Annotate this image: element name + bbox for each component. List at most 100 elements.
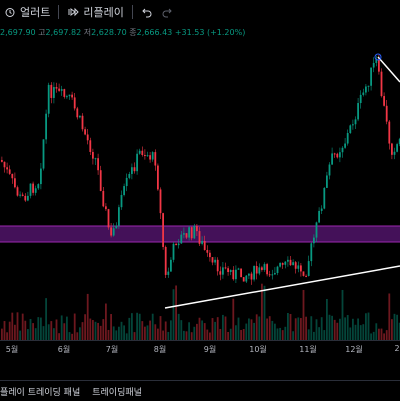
candle-body — [21, 194, 24, 196]
replay-label: 리플레이 — [83, 6, 124, 19]
candle-body — [248, 273, 250, 276]
candle-body — [68, 94, 71, 97]
volume-bar — [188, 322, 190, 340]
candle-body — [266, 264, 268, 275]
volume-bar — [216, 317, 219, 340]
volume-bar — [261, 283, 263, 340]
volume-bar — [393, 313, 396, 340]
candle-body — [201, 240, 203, 244]
toolbar-divider — [131, 5, 133, 19]
candle-body — [193, 225, 196, 239]
volume-bar — [175, 285, 177, 340]
low-label: 저 — [83, 28, 92, 37]
volume-bar — [24, 320, 27, 340]
volume-bar — [157, 328, 159, 340]
volume-bar — [370, 333, 372, 340]
candle-body — [118, 207, 120, 226]
volume-bar — [8, 321, 11, 340]
trend-line-anchor[interactable] — [374, 53, 382, 61]
month-label: 11월 — [299, 345, 317, 354]
volume-bar — [320, 317, 323, 340]
candle-body — [125, 177, 128, 187]
volume-bar — [99, 325, 102, 340]
volume-bar — [224, 316, 227, 340]
candle-body — [164, 246, 167, 275]
trend-line-upper[interactable] — [377, 56, 400, 83]
candle-body — [133, 167, 136, 172]
candle-body — [138, 150, 141, 154]
candle-body — [198, 231, 201, 244]
candle-body — [396, 144, 398, 152]
candle-body — [37, 184, 40, 189]
trend-line-lower[interactable] — [164, 265, 400, 309]
volume-bar — [354, 324, 357, 340]
volume-bar — [211, 318, 214, 340]
volume-bar — [94, 321, 97, 340]
volume-bar — [359, 325, 362, 340]
candle-body — [294, 262, 297, 269]
month-label: 2 — [394, 344, 400, 353]
volume-bar — [63, 323, 66, 340]
tab-replay-trading-panel[interactable]: 플레이 트레이딩 패널 — [0, 387, 81, 398]
volume-bar — [375, 323, 378, 340]
volume-bar — [3, 321, 6, 340]
volume-bar — [336, 322, 339, 340]
candle-body — [339, 152, 341, 158]
candle-body — [274, 273, 276, 275]
candle-body — [86, 134, 89, 141]
volume-bar — [396, 314, 398, 340]
volume-bar — [34, 328, 37, 340]
toolbar-divider — [58, 5, 60, 19]
volume-bar — [307, 329, 310, 340]
volume-bar — [219, 328, 222, 340]
volume-bar — [253, 322, 255, 340]
redo-button[interactable] — [157, 0, 177, 24]
volume-bar — [258, 316, 261, 340]
high-label: 고 — [38, 28, 46, 37]
candle-body — [136, 153, 138, 172]
candle-body — [313, 237, 315, 244]
candle-body — [240, 268, 242, 278]
candle-body — [94, 158, 97, 160]
candle-body — [40, 168, 42, 185]
candle-body — [196, 225, 198, 232]
candle-body — [305, 275, 307, 277]
volume-bar — [292, 331, 294, 340]
candle-body — [331, 153, 333, 165]
candle-body — [300, 265, 302, 272]
volume-bar — [79, 327, 81, 340]
tab-trading-panel[interactable]: 트레이딩패널 — [92, 387, 142, 398]
candle-body — [34, 188, 37, 193]
candle-body — [214, 259, 216, 263]
volume-bar — [297, 317, 300, 340]
candle-body — [336, 153, 339, 158]
volume-bar — [73, 313, 76, 340]
candle-body — [50, 84, 53, 98]
candle-body — [102, 190, 105, 207]
volume-bar — [60, 315, 63, 340]
volume-bar — [170, 320, 172, 340]
replay-button[interactable]: 리플레이 — [63, 0, 127, 24]
volume-bar — [1, 328, 3, 340]
volume-bar — [380, 328, 383, 340]
volume-bar — [328, 314, 331, 340]
volume-bar — [89, 318, 92, 340]
candle-body — [320, 208, 323, 211]
candle-body — [53, 87, 55, 98]
volume-bar — [287, 313, 289, 340]
candle-body — [391, 143, 393, 155]
volume-bar — [289, 313, 292, 340]
volume-bar — [305, 316, 307, 340]
alert-button[interactable]: 얼러트 — [0, 0, 54, 24]
price-chart[interactable] — [0, 40, 400, 340]
candle-body — [58, 88, 60, 91]
candle-body — [385, 105, 388, 122]
volume-bar — [37, 317, 40, 340]
volume-bar — [323, 330, 326, 340]
volume-bar — [162, 330, 164, 340]
candle-body — [115, 225, 118, 229]
volume-bar — [58, 333, 60, 340]
volume-bar — [107, 329, 110, 340]
undo-button[interactable] — [137, 0, 157, 24]
volume-bar — [352, 318, 354, 340]
